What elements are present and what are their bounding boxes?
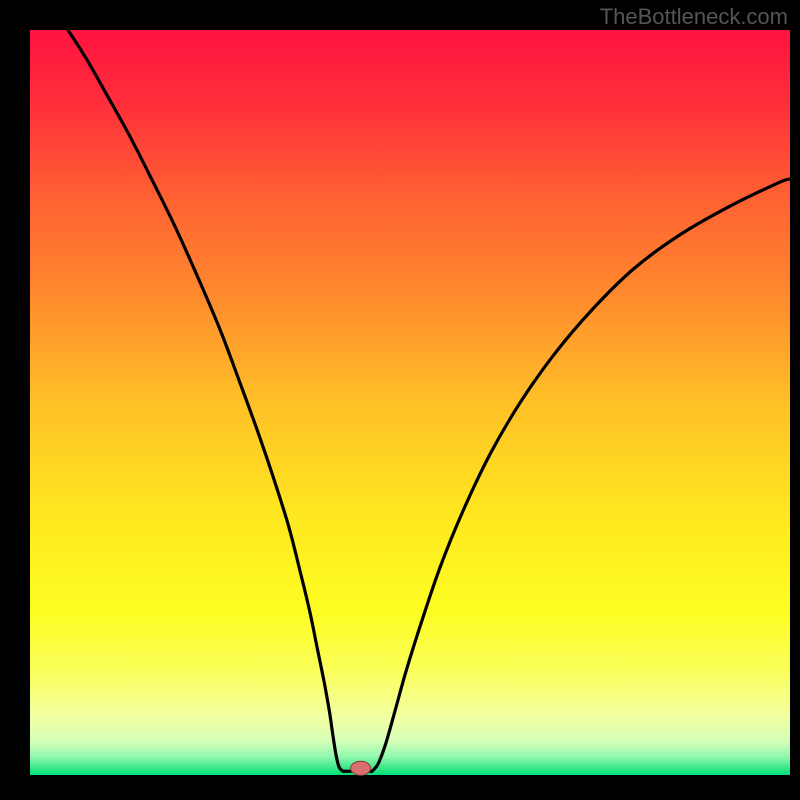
- bottleneck-curve-chart: [0, 0, 800, 800]
- watermark-text: TheBottleneck.com: [600, 4, 788, 30]
- min-marker: [351, 761, 371, 775]
- chart-container: TheBottleneck.com: [0, 0, 800, 800]
